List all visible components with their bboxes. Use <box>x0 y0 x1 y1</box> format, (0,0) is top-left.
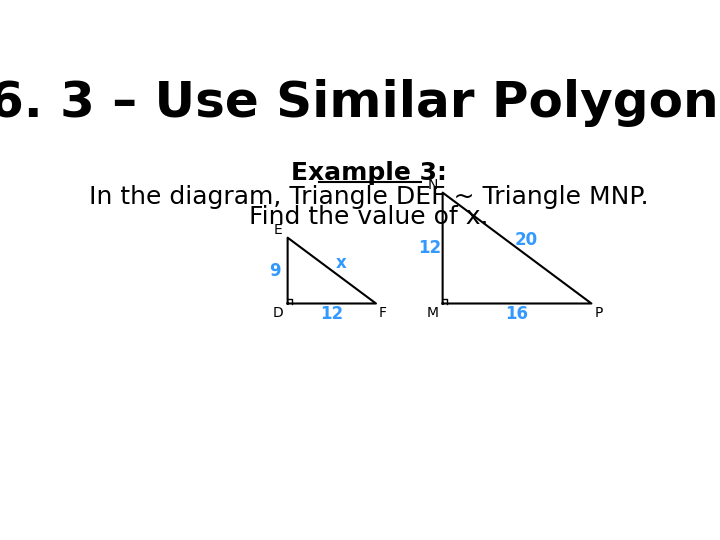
Text: 9: 9 <box>269 261 281 280</box>
Text: 12: 12 <box>320 305 343 323</box>
Text: 12: 12 <box>418 239 442 257</box>
Text: N: N <box>428 178 438 192</box>
Text: F: F <box>379 306 387 320</box>
Text: 16: 16 <box>505 305 528 323</box>
Text: P: P <box>594 306 603 320</box>
Text: D: D <box>272 306 283 320</box>
Text: Find the value of x.: Find the value of x. <box>249 205 489 229</box>
Text: 20: 20 <box>515 231 538 249</box>
Text: In the diagram, Triangle DEF ~ Triangle MNP.: In the diagram, Triangle DEF ~ Triangle … <box>89 185 649 209</box>
Text: E: E <box>273 223 282 237</box>
Text: Example 3:: Example 3: <box>291 160 447 185</box>
Text: x: x <box>336 254 346 272</box>
Text: M: M <box>426 306 438 320</box>
Text: 6. 3 – Use Similar Polygons: 6. 3 – Use Similar Polygons <box>0 79 720 127</box>
